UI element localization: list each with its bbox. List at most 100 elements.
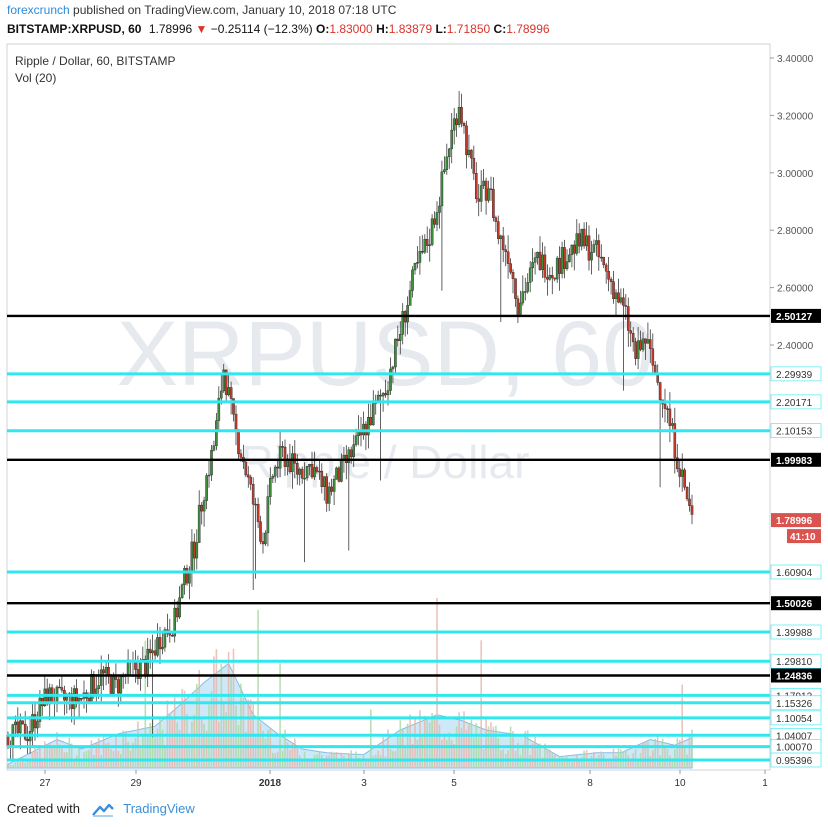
volume-bar [127, 741, 129, 768]
close-value: 1.78996 [506, 22, 550, 36]
candle-body [501, 235, 505, 250]
y-tick-label: 2.60000 [777, 284, 814, 295]
volume-bar [642, 743, 644, 768]
tradingview-logo-icon [91, 803, 114, 817]
volume-bar [24, 762, 26, 768]
level-label: 2.10153 [776, 427, 813, 438]
candle-body [291, 453, 294, 472]
candle-body [688, 498, 691, 506]
candle-body [651, 348, 655, 366]
candle-body [163, 629, 167, 648]
volume-bar [676, 738, 679, 768]
candle-body [119, 676, 123, 694]
candle-body [384, 393, 387, 396]
candle-body [399, 334, 402, 341]
volume-bar [230, 675, 232, 768]
volume-bar [134, 738, 137, 768]
volume-bar [151, 714, 154, 768]
candle-body [504, 249, 508, 252]
low-label: L: [435, 22, 447, 36]
candle-body [264, 532, 267, 545]
candle-body [183, 568, 186, 586]
volume-bar [610, 761, 612, 768]
level-label: 1.00070 [776, 743, 813, 754]
candle-body [538, 251, 542, 271]
candle-body [318, 470, 321, 473]
candle-body [261, 541, 265, 545]
level-label: 1.04007 [776, 731, 813, 742]
volume-bar [443, 736, 446, 768]
candle-body [33, 714, 37, 729]
volume-bar [171, 718, 174, 768]
candle-body [492, 189, 495, 218]
candle-body [671, 423, 674, 426]
volume-bar [446, 740, 448, 768]
candle-body [452, 118, 456, 131]
candle-body [308, 464, 311, 467]
volume-bar [56, 732, 58, 768]
candle-body [433, 218, 436, 225]
last-price: 1.78996 [148, 22, 193, 36]
candle-body [246, 474, 250, 478]
candle-body [156, 637, 159, 656]
candle-body [607, 271, 610, 280]
volume-bar [431, 713, 433, 768]
volume-bar [75, 755, 78, 768]
level-label: 1.50026 [776, 599, 813, 610]
candle-body [460, 106, 463, 124]
candle-body [185, 568, 189, 584]
candle-body [511, 272, 515, 279]
candle-body [148, 648, 152, 654]
volume-bar [688, 736, 691, 768]
volume-bar [193, 714, 196, 768]
volume-bar [146, 736, 149, 768]
candle-body [595, 240, 598, 245]
volume-bar [637, 758, 639, 768]
candle-body [526, 282, 529, 292]
candle-body [217, 397, 221, 421]
price-chart[interactable]: XRPUSD, 60 Ripple / Dollar 2.501272.2993… [0, 0, 828, 800]
level-label: 2.50127 [776, 312, 813, 323]
volume-bar [517, 742, 519, 768]
candle-body [354, 435, 358, 445]
candle-body [531, 262, 534, 269]
tradingview-link[interactable]: TradingView [123, 801, 195, 816]
low-value: 1.71850 [446, 22, 491, 36]
volume-bar [100, 755, 102, 768]
volume-bar [411, 744, 414, 768]
volume-bar [68, 737, 71, 768]
candle-body [313, 467, 316, 478]
candle-body [435, 212, 439, 225]
candle-body [389, 368, 392, 391]
candle-body [653, 365, 657, 374]
down-arrow-icon: ▼ [195, 22, 208, 36]
candle-body [668, 408, 672, 426]
volume-bar [254, 736, 257, 768]
volume-bar [441, 740, 443, 768]
level-label: 1.15326 [776, 699, 813, 710]
volume-bar [578, 760, 580, 768]
volume-bar [61, 746, 63, 768]
candle-body [229, 387, 233, 399]
candle-body [624, 305, 628, 307]
volume-bar [267, 729, 269, 768]
candle-body [281, 446, 284, 448]
publisher-link[interactable]: forexcrunch [7, 3, 70, 17]
volume-bar [647, 741, 649, 768]
candle-body [269, 478, 272, 497]
candle-body [467, 149, 471, 156]
volume-bar [372, 755, 375, 768]
candle-body [256, 504, 260, 522]
volume-bar [156, 728, 159, 768]
volume-bar [345, 762, 348, 768]
candle-body [406, 305, 409, 323]
candle-body [239, 453, 243, 458]
volume-bar [691, 729, 693, 768]
candle-body [190, 541, 194, 572]
volume-bar [70, 743, 73, 768]
candle-body [254, 503, 257, 506]
candle-body [533, 257, 537, 263]
candle-body [212, 445, 216, 451]
volume-bar [536, 747, 539, 768]
candle-body [506, 251, 510, 264]
